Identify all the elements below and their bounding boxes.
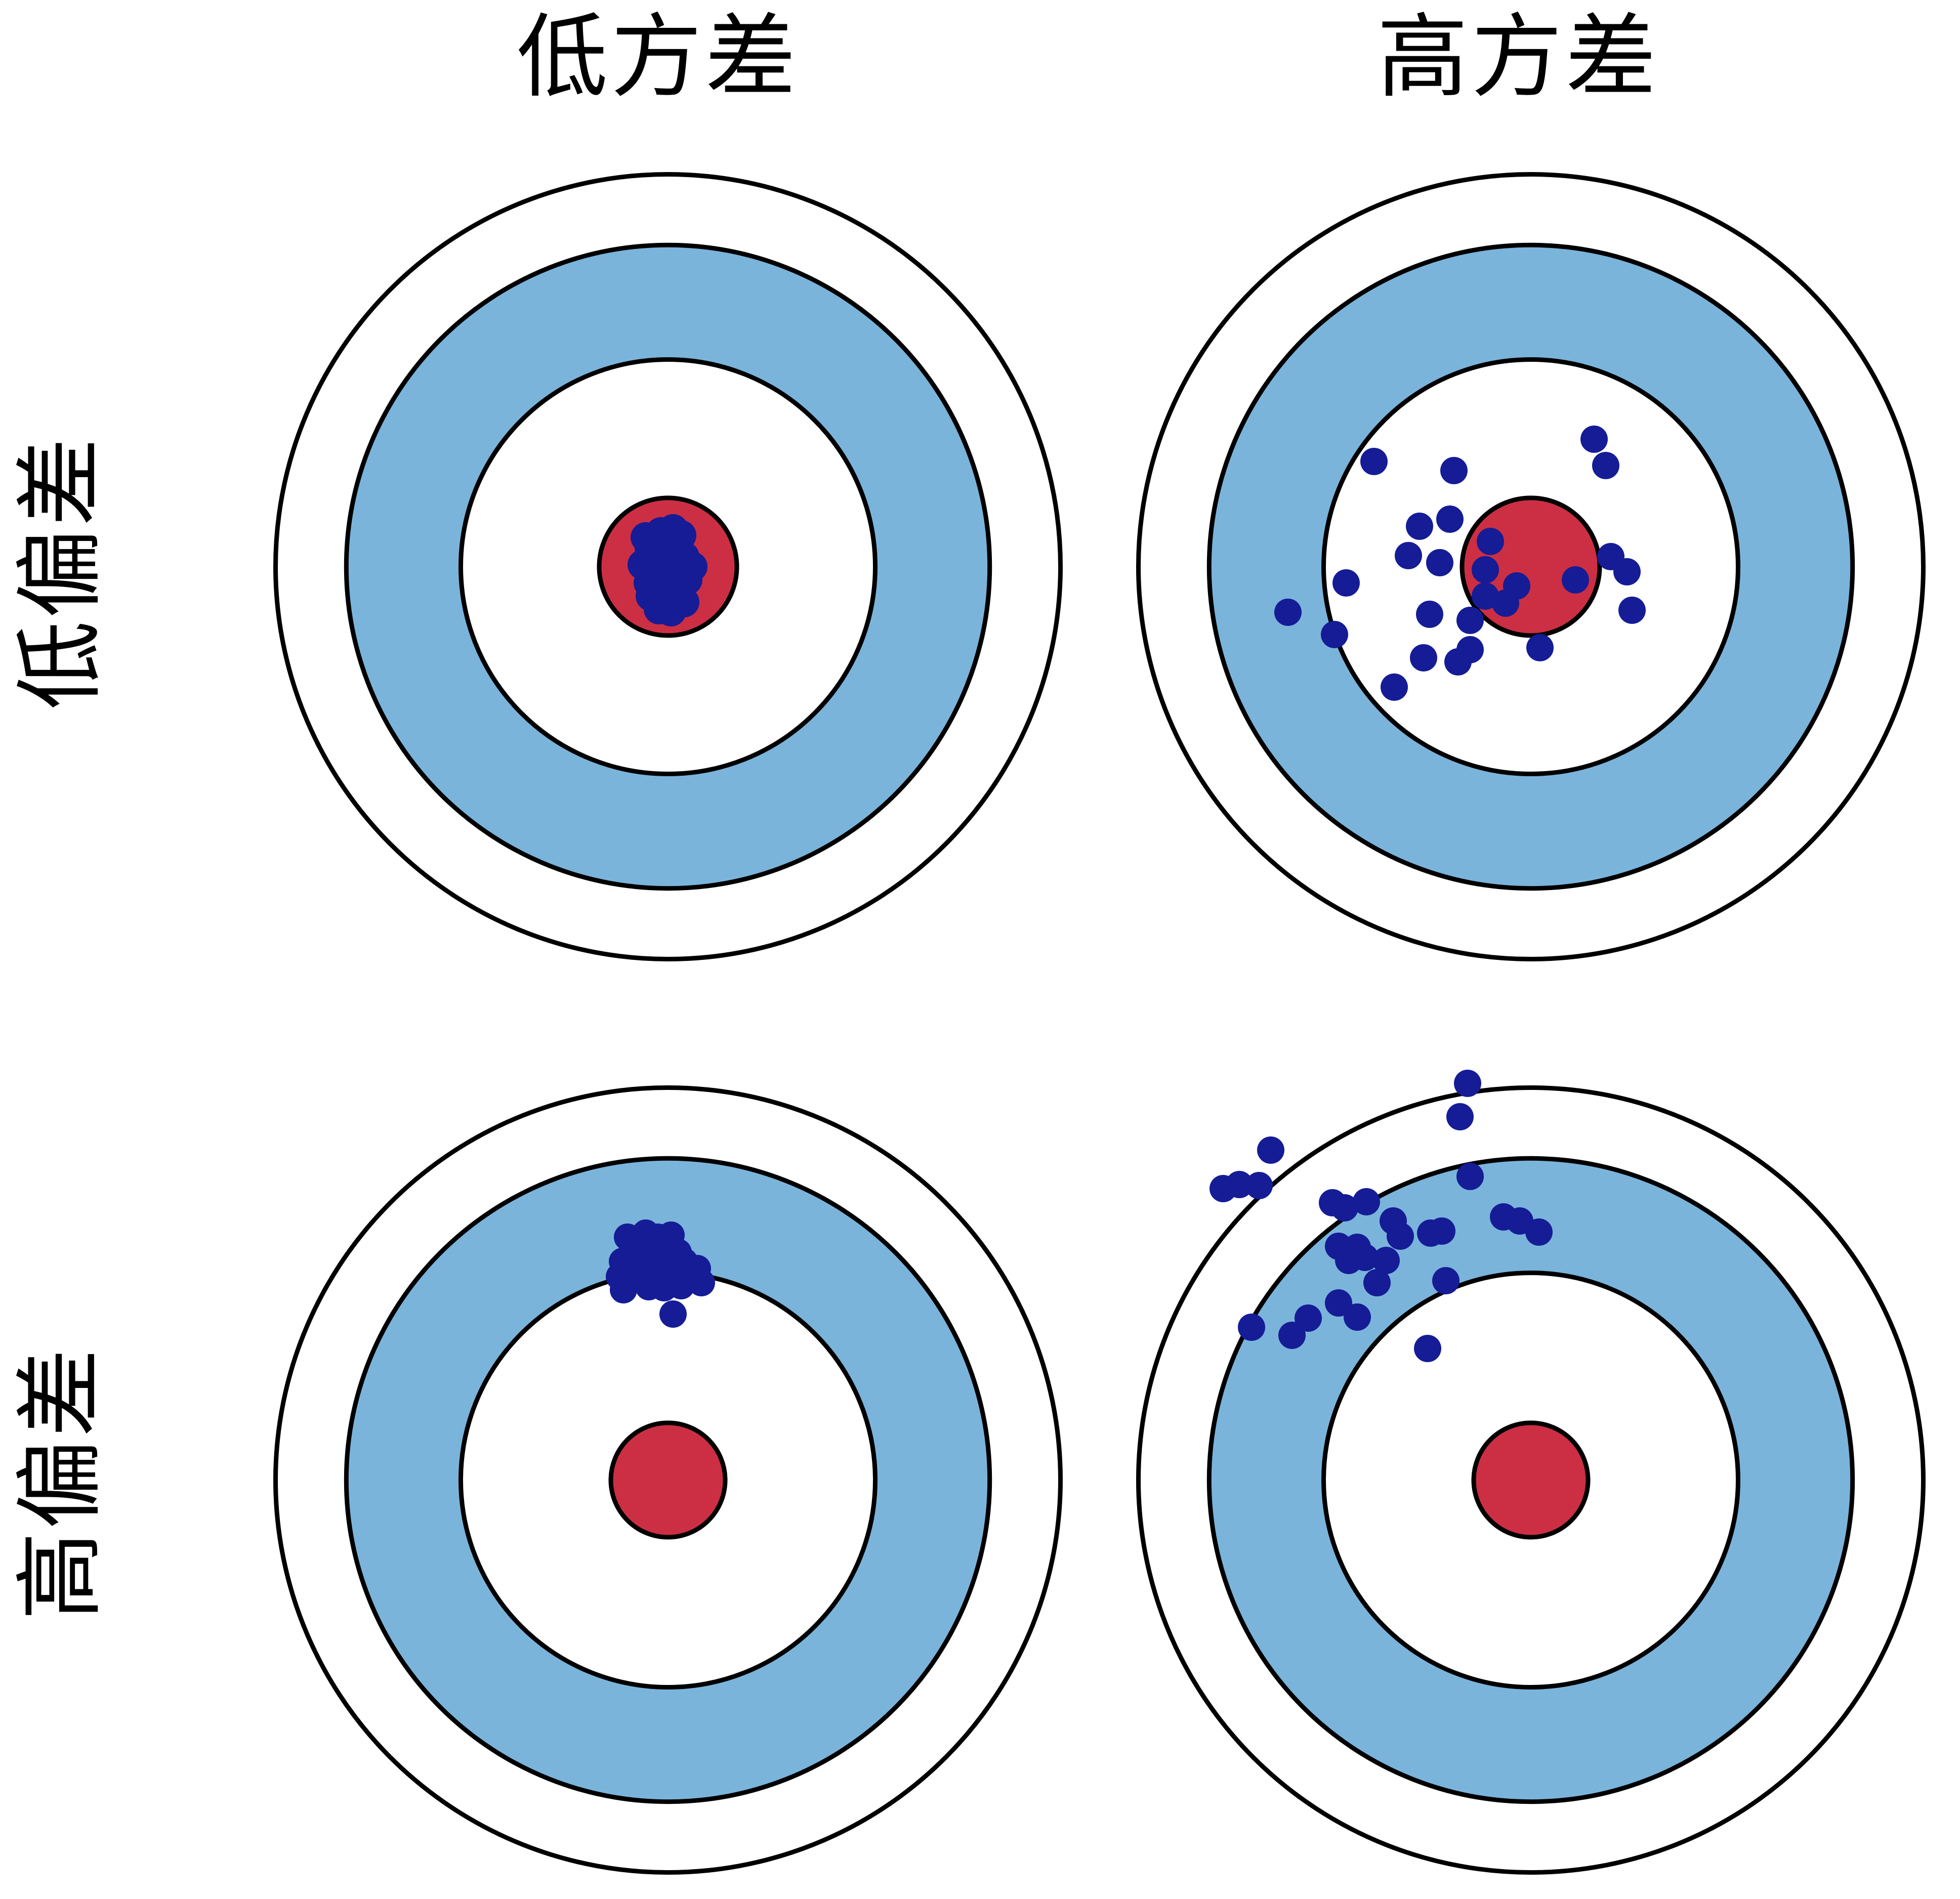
column-header-high-variance: 高方差: [1377, 7, 1659, 108]
shot-dot: [1332, 569, 1360, 597]
column-header-low-variance: 低方差: [516, 7, 799, 108]
shot-dot: [1353, 1188, 1380, 1215]
shot-dot: [669, 587, 699, 617]
shot-dot: [1387, 1222, 1414, 1250]
shot-dot: [1426, 549, 1453, 576]
target-rings: [273, 1085, 1063, 1875]
shot-dot: [1618, 597, 1646, 624]
shot-dot: [688, 1269, 715, 1296]
shot-dot: [1444, 648, 1472, 676]
shot-dot: [1278, 1322, 1306, 1349]
shot-dot: [1472, 556, 1499, 583]
target-rings: [1136, 1070, 1926, 1875]
shot-dot: [1321, 621, 1348, 648]
shot-dot: [1381, 673, 1408, 701]
shot-dot: [1295, 1304, 1322, 1332]
shot-dot: [1562, 566, 1589, 594]
shot-dot: [1325, 1289, 1352, 1317]
shot-dot: [1454, 1070, 1481, 1097]
shot-dot: [1257, 1136, 1284, 1164]
shot-dot: [1436, 505, 1464, 533]
shot-dot: [610, 1276, 637, 1303]
shot-dot: [1417, 1219, 1444, 1247]
shot-dot: [1477, 528, 1504, 555]
bullseye: [1471, 1420, 1591, 1540]
shot-dot: [1360, 448, 1388, 475]
shot-dot: [1331, 1194, 1358, 1221]
target-low-bias-low-variance: [273, 172, 1063, 961]
shot-dot: [1226, 1171, 1253, 1198]
shot-dot: [1440, 457, 1468, 484]
shot-dot: [1503, 572, 1530, 600]
shot-dot: [1526, 634, 1554, 661]
shot-dot: [1446, 1103, 1474, 1130]
shot-dot: [1580, 426, 1608, 453]
target-high-bias-high-variance: [1136, 1070, 1926, 1875]
shot-dot: [1416, 601, 1443, 628]
shot-dot: [1335, 1247, 1362, 1274]
shot-dot: [1238, 1314, 1265, 1341]
target-high-bias-low-variance: [273, 1085, 1063, 1875]
bullseye: [608, 1420, 728, 1540]
shot-dot: [1414, 1335, 1441, 1362]
shot-dot: [1592, 452, 1619, 479]
shot-dot: [1506, 1207, 1533, 1235]
shot-dot: [1456, 1163, 1484, 1190]
target-rings: [1136, 172, 1926, 961]
shot-dot: [1363, 1269, 1391, 1296]
shot-dot: [1456, 607, 1484, 634]
shot-dot: [668, 1272, 695, 1299]
shot-dot: [1613, 558, 1641, 585]
row-header-high-bias: 高偏差: [11, 1345, 110, 1621]
shot-dots: [628, 514, 707, 626]
row-header-low-bias: 低偏差: [11, 435, 110, 710]
shot-dot: [1245, 1172, 1273, 1199]
shot-dot: [659, 1300, 687, 1328]
shot-dots: [606, 1219, 715, 1328]
shot-dot: [1395, 542, 1422, 569]
shot-dot: [1406, 513, 1433, 540]
target-low-bias-high-variance: [1136, 172, 1926, 961]
shot-dots: [1274, 426, 1646, 701]
target-rings: [273, 172, 1063, 961]
shot-dot: [1432, 1267, 1459, 1294]
shot-dot: [1274, 599, 1302, 626]
shot-dot: [1410, 644, 1437, 671]
shot-dots: [1210, 1070, 1553, 1362]
shot-dot: [1344, 1303, 1371, 1331]
shot-dot: [639, 557, 669, 587]
shot-dot: [1372, 1247, 1400, 1274]
